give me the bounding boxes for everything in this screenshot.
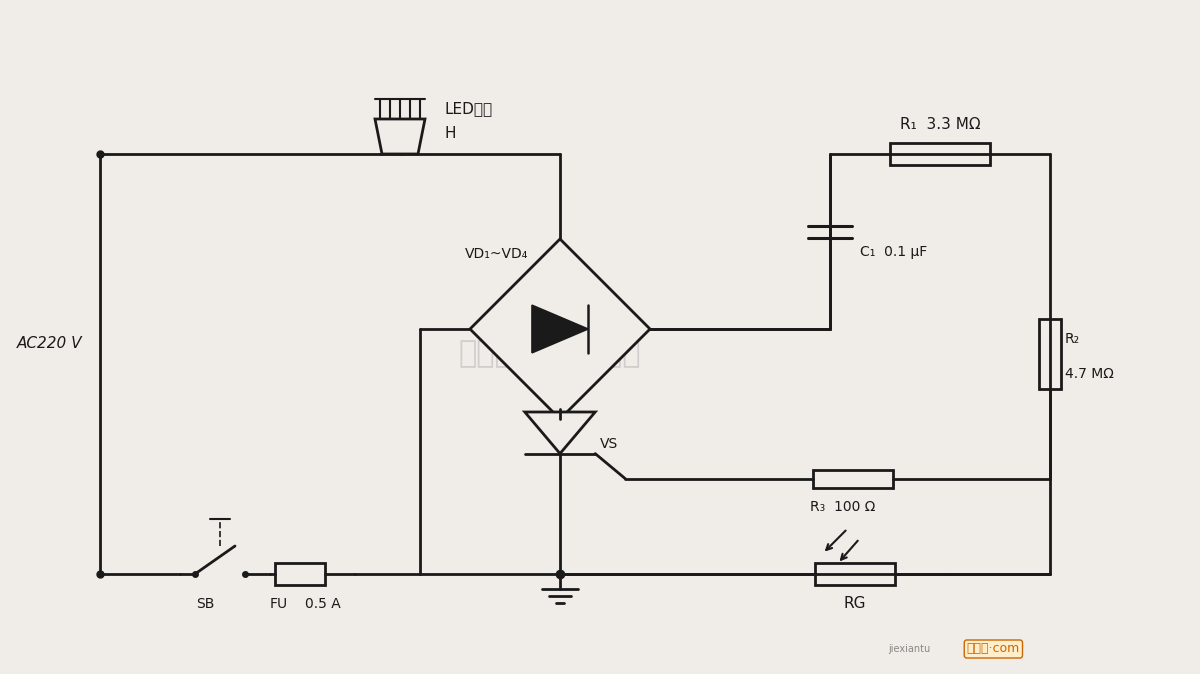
Polygon shape (470, 239, 650, 419)
Text: 插线图·com: 插线图·com (967, 642, 1020, 656)
Bar (815, 563, 895, 585)
Bar (1039, 319, 1061, 389)
Polygon shape (532, 305, 588, 353)
Text: C₁  0.1 μF: C₁ 0.1 μF (860, 245, 928, 259)
Bar (812, 470, 893, 487)
Text: R₃  100 Ω: R₃ 100 Ω (810, 499, 875, 514)
Text: R₁  3.3 MΩ: R₁ 3.3 MΩ (900, 117, 980, 131)
Text: VD₁~VD₄: VD₁~VD₄ (466, 247, 528, 261)
Text: 0.5 A: 0.5 A (305, 597, 341, 611)
Text: FU: FU (270, 597, 288, 611)
Text: R₂: R₂ (1066, 332, 1080, 346)
Text: LED灯杯: LED灯杯 (445, 102, 493, 117)
Text: RG: RG (844, 596, 866, 611)
Text: 4.7 MΩ: 4.7 MΩ (1066, 367, 1114, 381)
Text: SB: SB (196, 597, 214, 611)
Polygon shape (374, 119, 425, 154)
Text: VS: VS (600, 437, 618, 451)
Text: AC220 V: AC220 V (17, 336, 83, 352)
Bar (890, 143, 990, 165)
Text: 杭州将睽科技有限公司: 杭州将睽科技有限公司 (458, 340, 641, 369)
Bar (275, 563, 325, 585)
Polygon shape (524, 412, 595, 454)
Text: H: H (445, 127, 456, 142)
Text: jiexiantu: jiexiantu (888, 644, 930, 654)
